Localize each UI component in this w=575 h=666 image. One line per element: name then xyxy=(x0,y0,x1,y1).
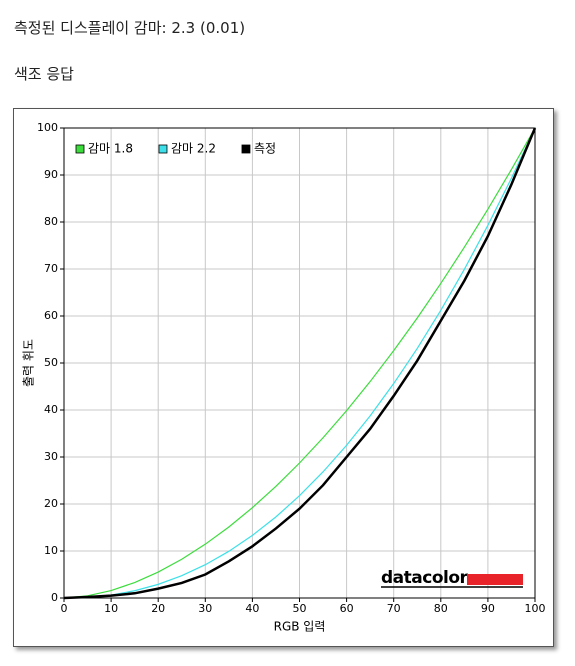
y-tick-label: 0 xyxy=(51,591,58,604)
series-line xyxy=(63,127,537,600)
legend-swatch xyxy=(241,144,251,154)
y-tick-label: 80 xyxy=(44,215,58,228)
chart-frame xyxy=(13,108,554,647)
legend-swatch xyxy=(75,144,85,154)
y-tick-label: 70 xyxy=(44,262,58,275)
y-tick-label: 90 xyxy=(44,168,58,181)
x-tick-label: 100 xyxy=(525,602,546,615)
legend-label: 측정 xyxy=(254,142,276,156)
subtitle: 색조 응답 xyxy=(14,65,74,83)
legend-swatch xyxy=(158,144,168,154)
logo-bar xyxy=(467,574,523,585)
x-tick-label: 90 xyxy=(481,602,495,615)
series-line xyxy=(63,127,536,599)
y-tick-label: 20 xyxy=(44,497,58,510)
series-line xyxy=(63,127,536,599)
x-axis-label: RGB 입력 xyxy=(274,620,326,634)
x-tick-label: 70 xyxy=(387,602,401,615)
x-tick-label: 30 xyxy=(198,602,212,615)
legend-label: 감마 1.8 xyxy=(88,142,133,156)
y-tick-label: 40 xyxy=(44,403,58,416)
x-tick-label: 50 xyxy=(293,602,307,615)
x-tick-label: 60 xyxy=(340,602,354,615)
x-tick-label: 10 xyxy=(104,602,118,615)
legend-label: 감마 2.2 xyxy=(171,142,216,156)
x-tick-label: 80 xyxy=(434,602,448,615)
y-tick-label: 50 xyxy=(44,356,58,369)
y-axis-label: 출력 휘도 xyxy=(22,339,36,387)
x-tick-label: 40 xyxy=(245,602,259,615)
plot-area xyxy=(63,127,536,599)
y-tick-label: 60 xyxy=(44,309,58,322)
y-tick-label: 100 xyxy=(37,121,58,134)
y-tick-label: 10 xyxy=(44,544,58,557)
y-tick-label: 30 xyxy=(44,450,58,463)
x-tick-label: 20 xyxy=(151,602,165,615)
title: 측정된 디스플레이 감마: 2.3 (0.01) xyxy=(14,19,246,37)
x-tick-label: 0 xyxy=(61,602,68,615)
logo: datacolor xyxy=(381,568,469,588)
